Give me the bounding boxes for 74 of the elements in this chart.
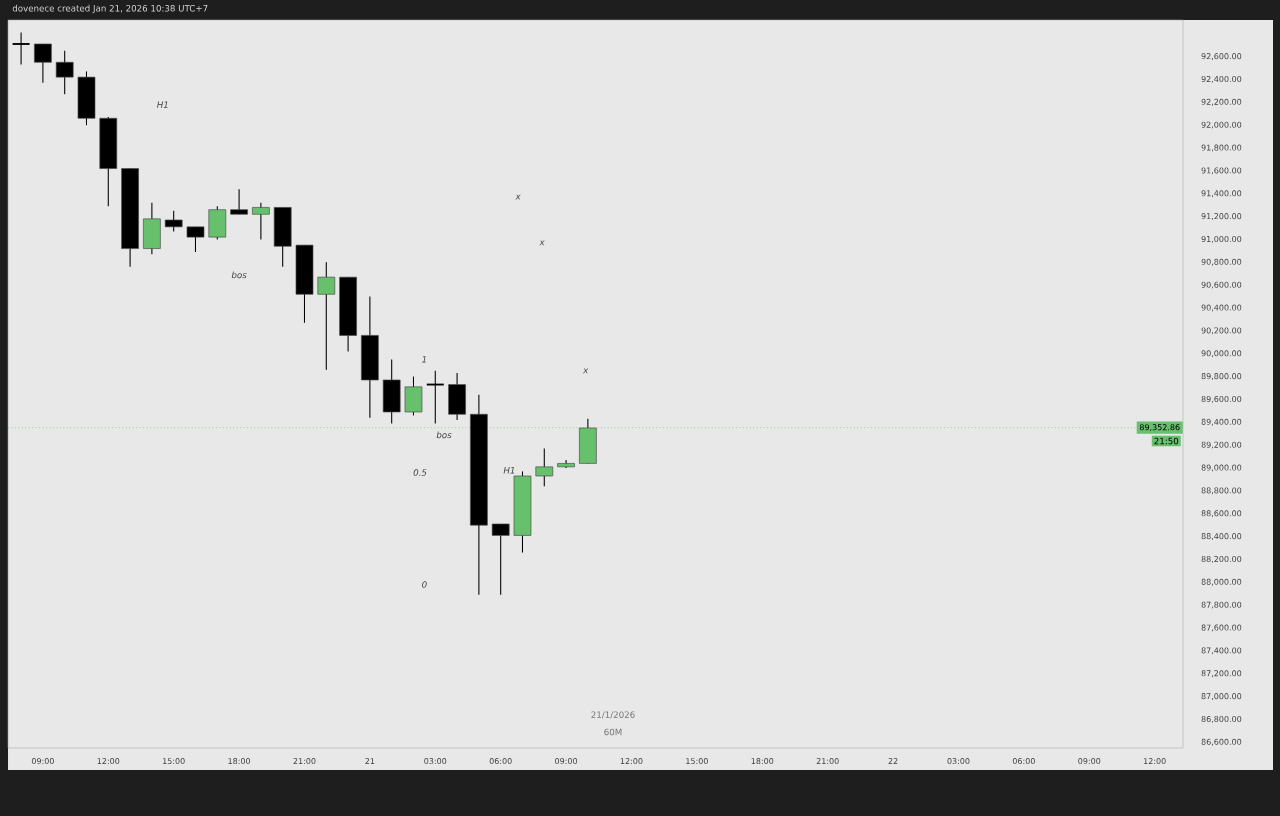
- ref-line-label: 89,352.86: [1139, 424, 1180, 432]
- y-tick-label: 87,600.00: [1201, 624, 1242, 632]
- annotation: bos: [231, 271, 247, 279]
- y-tick-label: 88,600.00: [1201, 510, 1242, 518]
- y-tick-label: 90,800.00: [1201, 258, 1242, 266]
- candlestick: [164, 210, 183, 232]
- candlestick: [186, 226, 205, 253]
- y-tick-label: 92,400.00: [1201, 75, 1242, 83]
- x-tick-label: 18:00: [228, 758, 251, 765]
- y-tick-label: 88,400.00: [1201, 533, 1242, 540]
- candlestick: [317, 261, 336, 371]
- y-tick-label: 87,800.00: [1201, 601, 1242, 609]
- x-tick-label: 09:00: [555, 758, 578, 765]
- y-tick-label: 92,000.00: [1201, 121, 1242, 129]
- y-tick-label: 91,200.00: [1201, 213, 1242, 220]
- y-tick-label: 89,200.00: [1201, 441, 1242, 449]
- y-tick-label: 86,800.00: [1201, 715, 1242, 723]
- y-tick-label: 89,600.00: [1201, 395, 1242, 403]
- x-tick-label: 18:00: [751, 758, 774, 765]
- y-tick-label: 88,000.00: [1201, 578, 1242, 586]
- candlestick: [491, 523, 510, 596]
- annotation: 1: [422, 356, 426, 363]
- annotation: x: [582, 368, 589, 374]
- candlestick: [535, 448, 554, 487]
- y-tick-label: 90,200.00: [1201, 327, 1242, 335]
- candlestick: [55, 50, 74, 95]
- annotation: x: [515, 194, 521, 200]
- y-tick-label: 87,000.00: [1201, 693, 1242, 700]
- annotation: 0.5: [413, 469, 427, 476]
- annotation: H1: [157, 101, 168, 108]
- x-tick-label: 12:00: [620, 758, 643, 765]
- y-tick-label: 92,200.00: [1201, 98, 1242, 106]
- y-tick-label: 89,400.00: [1201, 418, 1242, 426]
- annotation: x: [539, 240, 545, 246]
- x-tick-label: 06:00: [1012, 758, 1035, 765]
- y-tick-label: 91,400.00: [1201, 190, 1242, 198]
- y-tick-label: 86,600.00: [1201, 738, 1242, 746]
- candlestick: [252, 202, 270, 240]
- x-tick-label: 21: [365, 758, 375, 764]
- x-tick-label: 09:00: [31, 758, 54, 765]
- annotation: 21/1/2026: [591, 711, 635, 719]
- candlestick: [11, 32, 31, 66]
- annotation: H1: [503, 467, 515, 474]
- y-tick-label: 91,600.00: [1201, 167, 1242, 175]
- annotation: 60M: [604, 728, 622, 736]
- y-tick-label: 87,400.00: [1201, 647, 1242, 655]
- x-tick-label: 03:00: [424, 758, 447, 765]
- y-tick-label: 87,200.00: [1201, 670, 1242, 678]
- candlestick: [230, 188, 248, 215]
- y-tick-label: 88,200.00: [1201, 555, 1242, 563]
- x-tick-label: 12:00: [1144, 758, 1166, 765]
- x-tick-label: 03:00: [947, 758, 970, 765]
- x-tick-label: 22: [888, 758, 898, 764]
- x-tick-label: 21:00: [293, 758, 316, 765]
- y-tick-label: 89,800.00: [1201, 373, 1242, 380]
- x-tick-label: 06:00: [489, 758, 512, 765]
- y-tick-label: 90,600.00: [1201, 281, 1242, 289]
- y-tick-label: 90,400.00: [1201, 304, 1242, 312]
- y-tick-label: 91,800.00: [1201, 144, 1242, 152]
- x-tick-label: 21:00: [816, 758, 839, 765]
- y-tick-label: 91,000.00: [1201, 235, 1242, 243]
- y-tick-label: 90,000.00: [1201, 350, 1242, 358]
- x-tick-label: 15:00: [686, 758, 708, 765]
- y-tick-label: 89,000.00: [1201, 464, 1242, 472]
- y-tick-label: 88,800.00: [1201, 487, 1242, 495]
- annotation: bos: [436, 431, 452, 439]
- annotation: 0: [422, 581, 427, 588]
- x-tick-label: 09:00: [1078, 758, 1101, 765]
- candlestick: [34, 43, 52, 84]
- text: dovenece created Jan 21, 2026 10:38 UTC+7: [12, 4, 208, 14]
- x-tick-label: 15:00: [163, 758, 185, 765]
- y-tick-label: 92,600.00: [1201, 53, 1242, 60]
- annotation: 21:50: [1154, 437, 1179, 445]
- x-tick-label: 12:00: [97, 758, 120, 765]
